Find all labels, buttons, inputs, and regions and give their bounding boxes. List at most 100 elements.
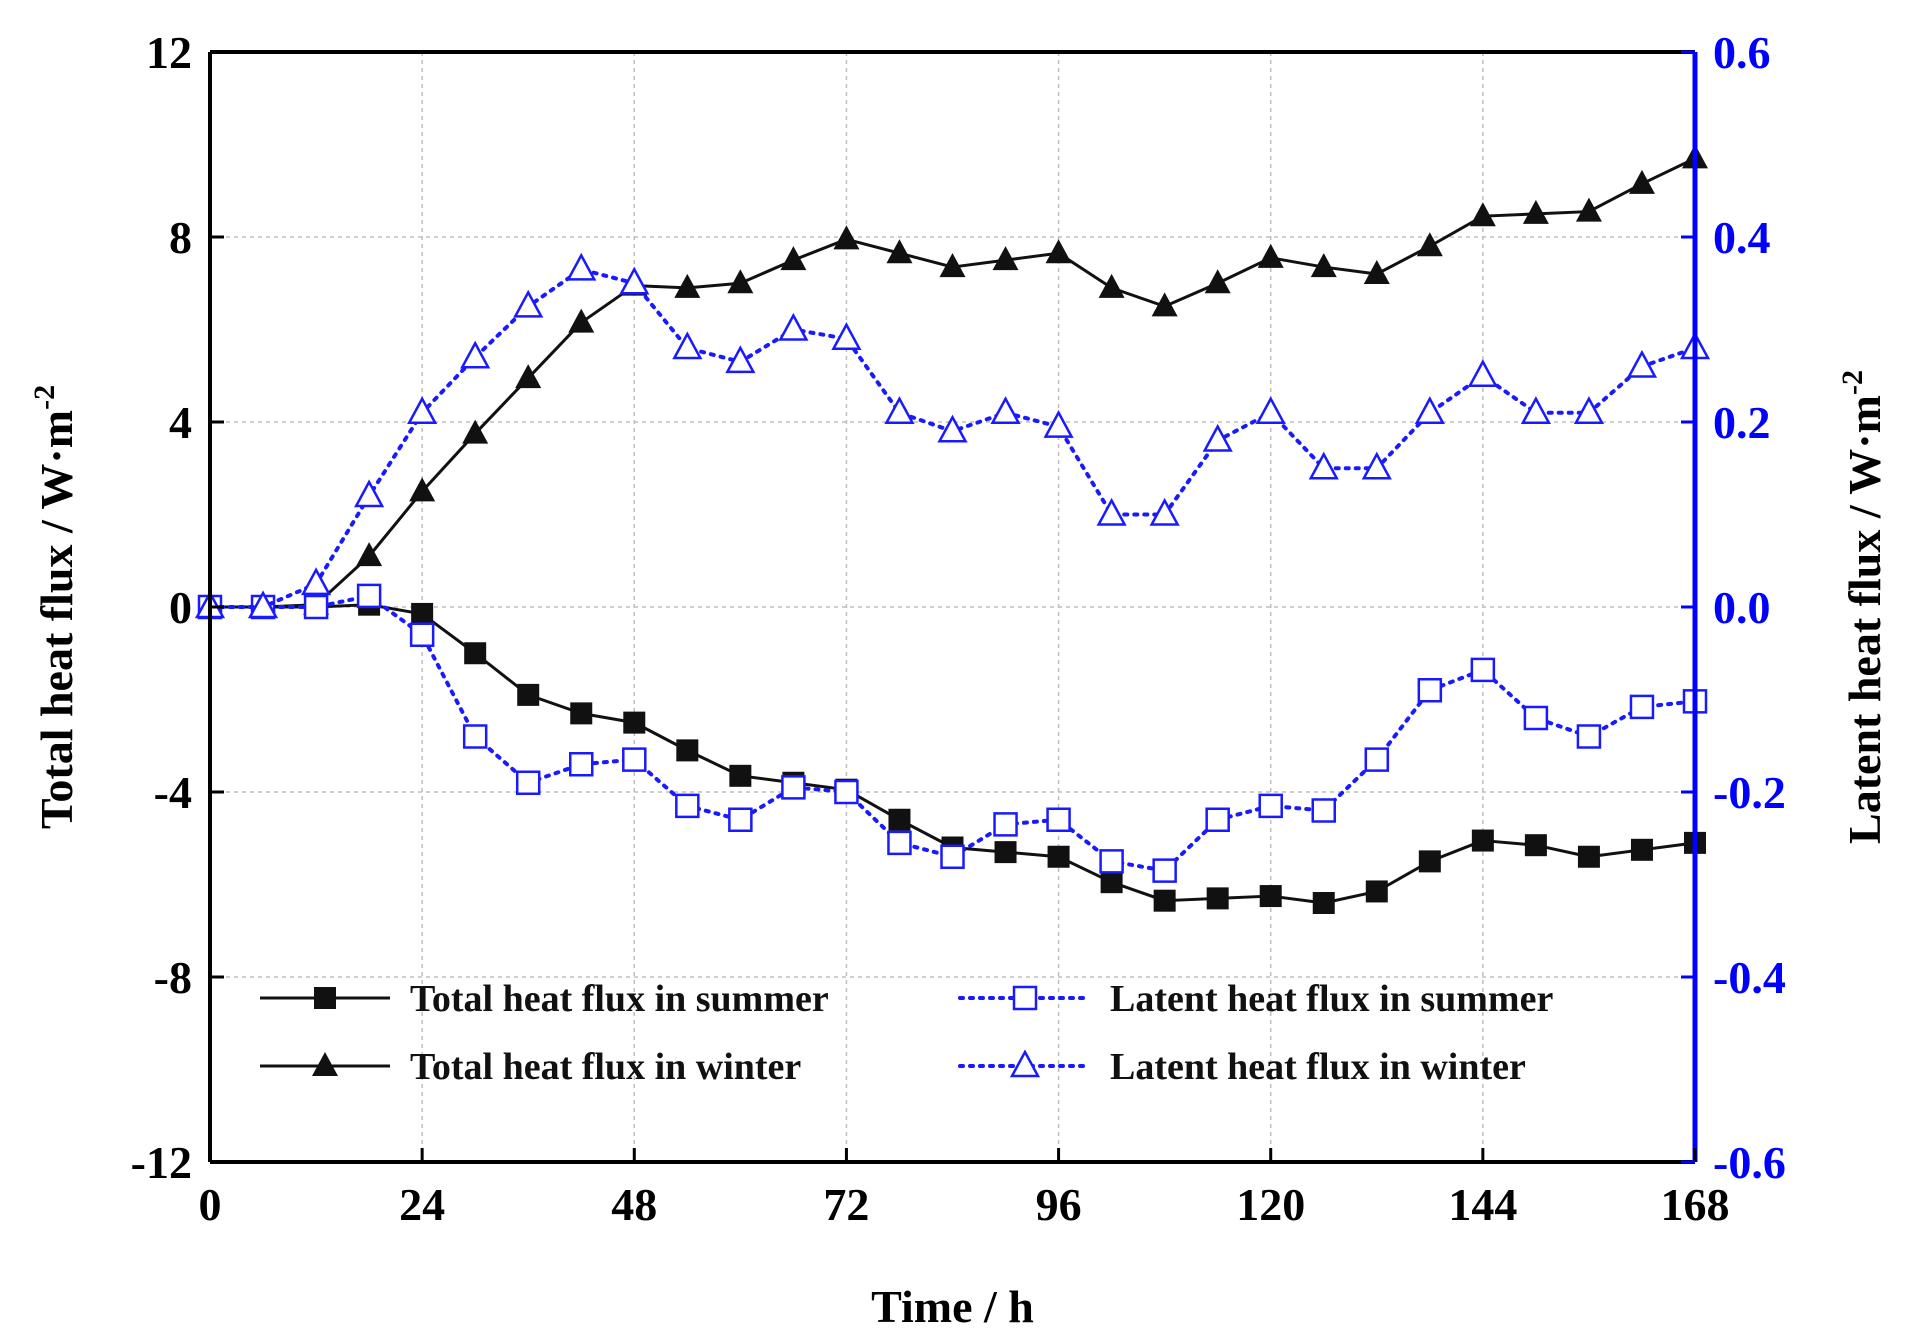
y-right-tick-label: -0.4	[1713, 952, 1786, 1003]
point-marker	[940, 844, 965, 869]
point-marker	[407, 396, 438, 424]
point-marker	[1469, 202, 1496, 227]
point-marker	[1365, 880, 1388, 903]
point-marker	[1312, 892, 1335, 914]
point-marker	[1364, 747, 1390, 772]
point-marker	[1009, 1049, 1041, 1078]
point-marker	[672, 331, 703, 360]
point-marker	[990, 396, 1021, 424]
point-marker	[888, 808, 911, 831]
x-tick-label: 96	[1036, 1179, 1082, 1230]
y-right-axis-title: Latent heat flux / W·m-2	[1836, 370, 1890, 844]
point-marker	[1629, 694, 1655, 720]
point-marker	[409, 622, 435, 647]
point-marker	[834, 779, 859, 805]
x-tick-label: 144	[1448, 1179, 1517, 1230]
y-right-tick-label: 0.2	[1713, 397, 1771, 448]
point-marker	[300, 567, 332, 596]
point-marker	[1471, 829, 1494, 852]
y-left-tick-label: -4	[154, 767, 192, 818]
point-marker	[1414, 396, 1445, 424]
point-marker	[1308, 451, 1339, 480]
point-marker	[1257, 243, 1284, 268]
point-marker	[515, 770, 541, 795]
point-marker	[1416, 232, 1443, 257]
point-marker	[247, 590, 279, 619]
point-marker	[884, 396, 915, 424]
point-marker	[674, 273, 701, 298]
point-marker	[1202, 423, 1233, 452]
point-marker	[568, 308, 595, 333]
point-marker	[781, 775, 806, 800]
point-marker	[1361, 451, 1392, 480]
point-marker	[1045, 239, 1072, 264]
point-marker	[515, 364, 542, 389]
point-marker	[354, 479, 385, 508]
y-left-tick-label: 0	[169, 582, 192, 633]
point-marker	[1626, 349, 1658, 378]
point-marker	[778, 312, 809, 341]
y-left-axis-title: Total heat flux / W·m-2	[28, 385, 82, 829]
point-marker	[937, 414, 968, 443]
point-marker	[1149, 497, 1180, 526]
point-marker	[409, 477, 436, 502]
point-marker	[1099, 849, 1124, 874]
axes: 0 24 48 72 96 120 144 168 12 8 4 0 -4 -8 -12 0.6 0.4 0.2 0…	[28, 27, 1890, 1332]
point-marker	[1259, 885, 1282, 908]
point-marker	[464, 642, 487, 665]
point-marker	[1467, 359, 1498, 387]
point-marker	[993, 812, 1018, 837]
point-marker	[1100, 871, 1123, 894]
point-marker	[1047, 845, 1070, 868]
y-right-tick-label: 0.4	[1713, 212, 1771, 263]
y-right-tick-label: -0.2	[1713, 767, 1786, 818]
point-marker	[1204, 269, 1231, 294]
point-marker	[1096, 497, 1127, 526]
x-tick-label: 120	[1236, 1179, 1305, 1230]
point-marker	[831, 322, 862, 350]
point-marker	[1151, 292, 1178, 317]
x-tick-label: 72	[823, 1179, 869, 1230]
series-total-heat-flux-in-winter	[197, 144, 1708, 617]
point-marker	[1470, 657, 1496, 683]
series-layer	[194, 144, 1711, 914]
point-marker	[729, 764, 752, 787]
point-marker	[1311, 798, 1336, 823]
series-latent-heat-flux-in-winter	[194, 252, 1711, 619]
series-latent-heat-flux-in-summer	[197, 583, 1708, 883]
point-marker	[1012, 985, 1038, 1011]
point-marker	[939, 253, 966, 278]
point-marker	[460, 340, 491, 369]
x-tick-label: 48	[611, 1179, 657, 1230]
y-right-tick-label: 0.0	[1713, 582, 1771, 633]
x-tick-label: 168	[1661, 1179, 1730, 1230]
legend-label: Latent heat flux in winter	[1110, 1046, 1526, 1088]
point-marker	[513, 289, 544, 318]
y-left-tick-label: 8	[169, 212, 192, 263]
y-right-tick-label: -0.6	[1713, 1137, 1786, 1188]
legend-label: Latent heat flux in summer	[1110, 978, 1553, 1020]
point-marker	[1206, 887, 1229, 910]
point-marker	[462, 419, 489, 444]
point-marker	[725, 345, 756, 374]
point-marker	[1628, 169, 1655, 194]
point-marker	[727, 269, 754, 294]
legend: Total heat flux in summer Total heat flux…	[260, 978, 1553, 1088]
point-marker	[570, 702, 593, 725]
point-marker	[517, 683, 540, 706]
point-marker	[1255, 396, 1286, 424]
y-right-tick-label: 0.6	[1713, 27, 1771, 78]
point-marker	[833, 225, 860, 250]
point-marker	[1576, 724, 1602, 749]
point-marker	[1522, 199, 1549, 224]
point-marker	[1098, 273, 1125, 298]
point-marker	[1520, 396, 1551, 424]
point-marker	[312, 1052, 338, 1076]
y-left-tick-label: -8	[154, 952, 192, 1003]
point-marker	[1258, 793, 1283, 819]
point-marker	[1046, 807, 1071, 832]
point-marker	[623, 711, 646, 734]
point-marker	[1524, 834, 1547, 857]
point-marker	[1575, 197, 1602, 222]
